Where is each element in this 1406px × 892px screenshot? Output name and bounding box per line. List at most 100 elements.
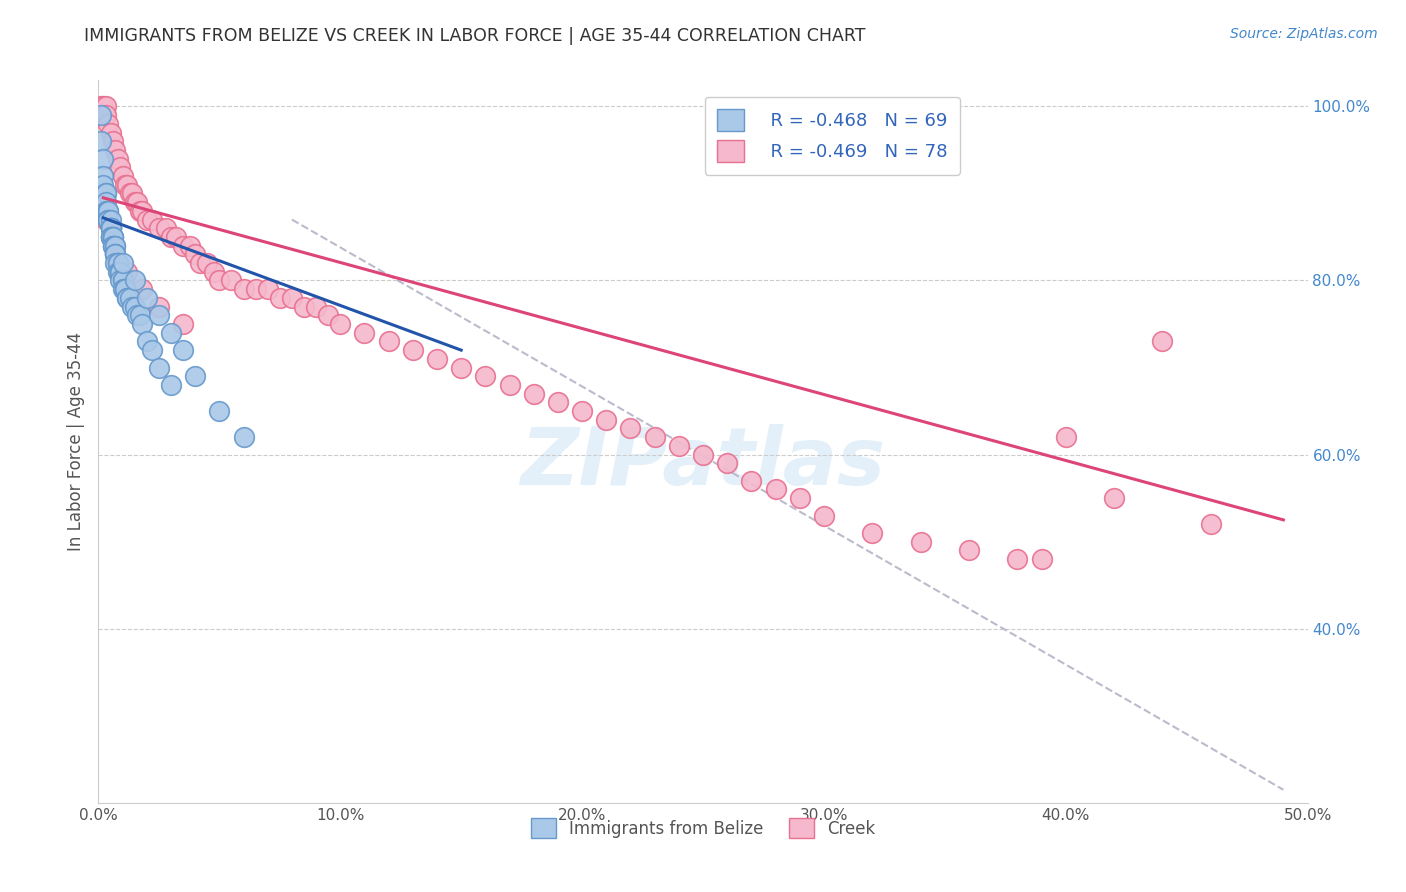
- Point: [111, 169, 134, 183]
- Point: [97, 212, 120, 227]
- Point: [94, 108, 117, 122]
- Point: [571, 404, 593, 418]
- Point: [232, 282, 254, 296]
- Point: [117, 291, 139, 305]
- Point: [101, 238, 124, 252]
- Point: [188, 256, 211, 270]
- Point: [450, 360, 472, 375]
- Point: [305, 300, 328, 314]
- Point: [94, 195, 117, 210]
- Point: [860, 525, 883, 540]
- Point: [644, 430, 666, 444]
- Point: [111, 256, 134, 270]
- Point: [523, 386, 546, 401]
- Point: [1152, 334, 1174, 349]
- Point: [94, 186, 117, 201]
- Point: [100, 221, 122, 235]
- Point: [148, 308, 170, 322]
- Point: [108, 273, 131, 287]
- Point: [716, 456, 738, 470]
- Point: [141, 343, 163, 358]
- Point: [104, 238, 127, 252]
- Point: [100, 126, 122, 140]
- Y-axis label: In Labor Force | Age 35-44: In Labor Force | Age 35-44: [66, 332, 84, 551]
- Point: [353, 326, 375, 340]
- Point: [184, 369, 207, 384]
- Point: [135, 291, 157, 305]
- Point: [94, 186, 117, 201]
- Point: [124, 273, 146, 287]
- Point: [100, 212, 122, 227]
- Point: [232, 430, 254, 444]
- Point: [100, 230, 122, 244]
- Point: [179, 238, 201, 252]
- Point: [107, 152, 129, 166]
- Point: [107, 265, 129, 279]
- Point: [118, 186, 141, 201]
- Point: [377, 334, 399, 349]
- Point: [104, 247, 127, 261]
- Point: [104, 247, 127, 261]
- Point: [100, 230, 122, 244]
- Point: [101, 230, 124, 244]
- Point: [329, 317, 352, 331]
- Point: [108, 161, 131, 175]
- Point: [121, 300, 143, 314]
- Point: [108, 265, 131, 279]
- Point: [114, 282, 136, 296]
- Point: [245, 282, 267, 296]
- Point: [90, 99, 112, 113]
- Point: [118, 291, 141, 305]
- Point: [269, 291, 291, 305]
- Point: [107, 256, 129, 270]
- Point: [281, 291, 304, 305]
- Text: IMMIGRANTS FROM BELIZE VS CREEK IN LABOR FORCE | AGE 35-44 CORRELATION CHART: IMMIGRANTS FROM BELIZE VS CREEK IN LABOR…: [84, 27, 866, 45]
- Point: [1102, 491, 1125, 505]
- Point: [1007, 552, 1029, 566]
- Point: [148, 221, 170, 235]
- Point: [104, 247, 127, 261]
- Point: [131, 317, 153, 331]
- Point: [117, 265, 139, 279]
- Point: [114, 178, 136, 192]
- Point: [91, 178, 114, 192]
- Point: [204, 265, 226, 279]
- Point: [101, 134, 124, 148]
- Point: [1031, 552, 1053, 566]
- Point: [155, 221, 177, 235]
- Point: [107, 256, 129, 270]
- Point: [135, 212, 157, 227]
- Point: [101, 238, 124, 252]
- Point: [104, 256, 127, 270]
- Point: [117, 178, 139, 192]
- Point: [94, 203, 117, 218]
- Point: [160, 378, 183, 392]
- Point: [100, 221, 122, 235]
- Point: [740, 474, 762, 488]
- Point: [114, 282, 136, 296]
- Point: [111, 273, 134, 287]
- Point: [107, 256, 129, 270]
- Point: [195, 256, 218, 270]
- Point: [595, 413, 617, 427]
- Point: [135, 334, 157, 349]
- Point: [1199, 517, 1222, 532]
- Point: [121, 186, 143, 201]
- Point: [172, 317, 194, 331]
- Point: [111, 282, 134, 296]
- Point: [1054, 430, 1077, 444]
- Point: [100, 230, 122, 244]
- Point: [124, 300, 146, 314]
- Text: Source: ZipAtlas.com: Source: ZipAtlas.com: [1230, 27, 1378, 41]
- Point: [131, 282, 153, 296]
- Point: [100, 221, 122, 235]
- Point: [474, 369, 496, 384]
- Point: [619, 421, 641, 435]
- Point: [668, 439, 690, 453]
- Point: [813, 508, 835, 523]
- Point: [692, 448, 714, 462]
- Point: [165, 230, 187, 244]
- Point: [104, 247, 127, 261]
- Point: [100, 221, 122, 235]
- Point: [100, 221, 122, 235]
